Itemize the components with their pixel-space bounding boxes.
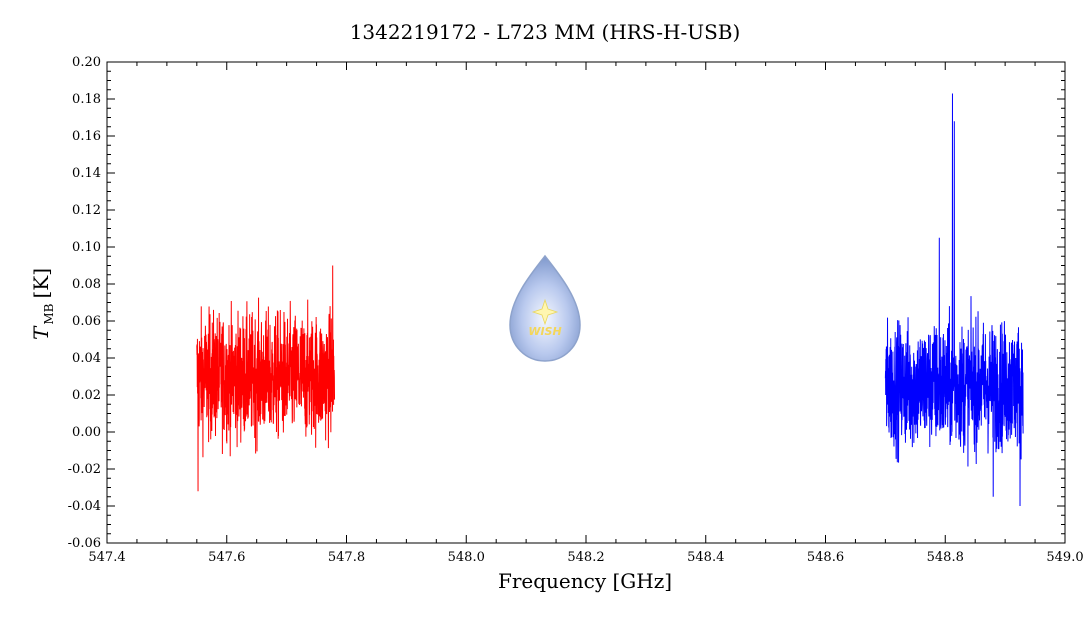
wish-logo: WISH xyxy=(509,254,581,362)
y-tick-label: -0.04 xyxy=(68,499,101,514)
x-tick-label: 548.6 xyxy=(807,550,844,565)
y-tick-label: 0.04 xyxy=(72,351,101,366)
y-tick-label: 0.16 xyxy=(72,129,101,144)
y-tick-label: 0.02 xyxy=(72,388,101,403)
y-tick-label: 0.00 xyxy=(72,425,101,440)
chart-title: 1342219172 - L723 MM (HRS-H-USB) xyxy=(350,20,741,44)
x-tick-label: 548.8 xyxy=(927,550,964,565)
y-tick-label: 0.08 xyxy=(72,277,101,292)
x-tick-label: 549.0 xyxy=(1046,550,1083,565)
y-axis-title-main: T xyxy=(29,325,53,340)
y-axis-title: TMB [K] xyxy=(29,268,56,340)
y-tick-label: 0.18 xyxy=(72,92,101,107)
y-tick-label: 0.06 xyxy=(72,314,101,329)
spectrum-series-2 xyxy=(884,93,1024,507)
y-tick-label: 0.20 xyxy=(72,55,101,70)
spectrum-series-1 xyxy=(196,265,336,492)
x-tick-label: 547.6 xyxy=(208,550,245,565)
x-tick-label: 547.8 xyxy=(328,550,365,565)
y-tick-label: -0.02 xyxy=(68,462,101,477)
svg-text:TMB[K]: TMB [K] xyxy=(29,268,56,340)
x-tick-label: 548.2 xyxy=(567,550,604,565)
plot-frame xyxy=(106,61,1066,544)
logo-text: WISH xyxy=(528,325,561,338)
x-tick-label: 548.4 xyxy=(687,550,724,565)
y-axis-title-unit: [K] xyxy=(29,268,53,299)
x-tick-label: 548.0 xyxy=(448,550,485,565)
x-axis-title: Frequency [GHz] xyxy=(498,569,672,593)
y-axis-title-sub: MB xyxy=(42,303,56,324)
y-tick-label: 0.10 xyxy=(72,240,101,255)
y-tick-label: 0.12 xyxy=(72,203,101,218)
y-tick-label: 0.14 xyxy=(72,166,101,181)
y-tick-label: -0.06 xyxy=(68,536,101,551)
x-tick-label: 547.4 xyxy=(88,550,125,565)
